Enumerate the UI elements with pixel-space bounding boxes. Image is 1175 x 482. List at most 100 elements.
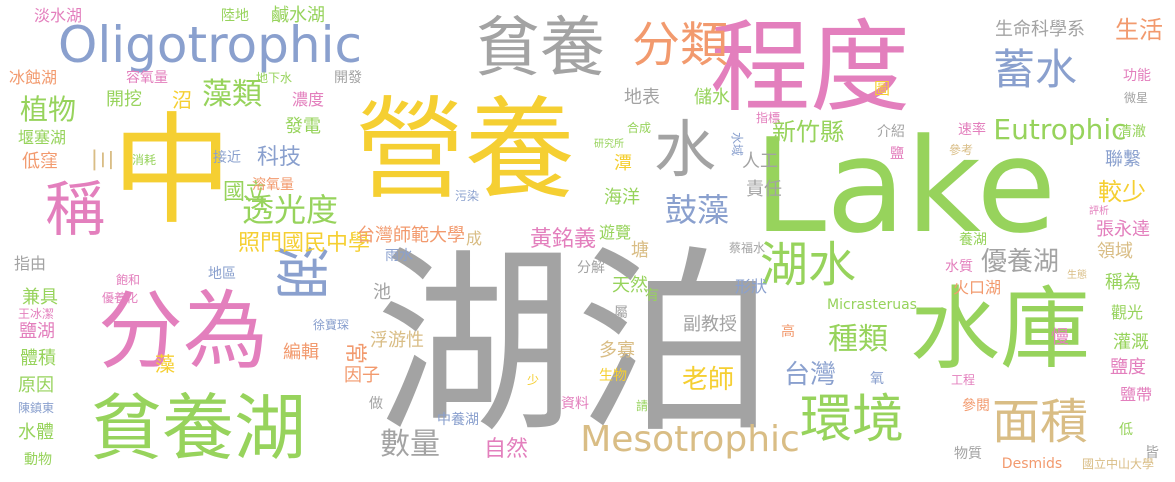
cloud-word: 開發 [334,70,362,86]
cloud-word: 科技 [256,145,302,170]
cloud-word: 功能 [1123,68,1151,84]
cloud-word: 常 [342,341,367,365]
cloud-word: 火口湖 [952,278,1002,297]
cloud-word: 屬 [614,305,628,321]
cloud-word: 黃銘義 [529,227,597,252]
cloud-word: 鹽 [890,146,904,162]
cloud-word: 貧養湖 [89,386,307,470]
cloud-word: 遊覽 [598,223,632,242]
cloud-word: 潭 [614,153,632,174]
cloud-word: 生物 [599,368,627,384]
cloud-word: 資料 [561,396,589,412]
cloud-word: 湖泊 [374,228,776,461]
cloud-word: 程度 [710,9,910,126]
cloud-word: 新竹縣 [772,118,844,146]
cloud-word: Micrasteruas [827,297,917,313]
cloud-word: 地下水 [255,71,293,85]
cloud-word: 溶氧量 [252,177,294,193]
cloud-word: 陳鎮東 [17,401,55,415]
cloud-word: 少 [526,373,540,387]
cloud-word: 營養 [355,86,575,214]
cloud-word: 評析 [1089,206,1109,217]
cloud-word: 堰塞湖 [17,128,67,147]
cloud-word: 做 [369,396,383,412]
cloud-word: 生態 [1067,270,1087,281]
cloud-word: 透光度 [241,191,339,229]
cloud-word: 養湖 [959,232,987,248]
cloud-word: 容氧量 [126,70,168,86]
cloud-word: 低窪 [22,151,58,172]
cloud-word: 稱 [45,175,105,245]
cloud-word: 貧養 [474,10,606,86]
cloud-word: Eutrophic [993,113,1127,146]
cloud-word: 國立 [222,180,268,205]
cloud-word: 數量 [380,427,440,462]
cloud-word: 藻 [155,352,175,376]
cloud-word: 皆 [1145,445,1159,461]
cloud-word: 體積 [20,348,56,369]
cloud-word: 台灣 [783,360,837,390]
cloud-word: 接近 [213,150,241,166]
cloud-word: 消耗 [131,153,157,167]
cloud-word: 微星 [1123,91,1149,105]
cloud-word: 速率 [958,122,986,138]
cloud-word: 有 [645,288,659,304]
cloud-word: 慢 [1051,327,1069,348]
cloud-word: 環境 [799,390,905,450]
cloud-word: 照門國民中學 [237,231,371,256]
cloud-word: 陸地 [221,8,249,24]
cloud-word: 成 [465,229,483,248]
cloud-word: 水庫 [910,277,1090,382]
cloud-word: 鹽度 [1110,357,1146,378]
cloud-word: 副教授 [683,314,737,335]
cloud-word: 鹽湖 [19,321,55,342]
cloud-word: 聯繫 [1105,149,1141,170]
cloud-word: 中 [112,102,232,241]
cloud-word: 鼓藻 [664,191,730,229]
cloud-word: 國立中山大學 [1081,457,1155,471]
cloud-word: 藻類 [202,77,262,112]
cloud-word: 蓄水 [992,45,1078,94]
cloud-word: 水域 [730,131,744,157]
cloud-word: 灌溉 [1113,332,1149,353]
cloud-word: Oligotrophic [58,16,362,74]
cloud-word: 地區 [208,266,236,282]
cloud-word: 湖水 [759,237,857,293]
cloud-word: 人工 [742,151,778,172]
cloud-word: 領域 [1097,241,1133,262]
cloud-word: 多寡 [599,340,635,361]
cloud-word: 因子 [344,365,380,386]
cloud-word: 編輯 [283,342,319,363]
cloud-word: 濃度 [291,90,325,109]
cloud-word: 台灣師範大學 [357,225,465,246]
cloud-word: 分類 [631,17,729,73]
cloud-word: 較少 [1098,178,1146,206]
cloud-word: 指由 [13,254,47,273]
cloud-word: 觀光 [1110,303,1144,322]
cloud-word: 合成 [626,121,652,135]
cloud-word: 水體 [18,422,54,443]
cloud-word: 介紹 [877,124,905,140]
cloud-word: Mesotrophic [580,419,800,460]
cloud-word: 指標 [755,111,781,125]
cloud-word: 物質 [954,446,982,462]
cloud-word: 種類 [828,322,888,357]
cloud-word: 清澈 [1118,124,1146,140]
cloud-word: 形狀 [734,277,768,296]
cloud-word: 生命科學系 [995,19,1085,40]
cloud-word: 沼 [172,88,192,112]
cloud-word: 參閱 [962,398,990,414]
cloud-word: 淡水湖 [33,6,83,25]
cloud-word: 徐寶琛 [312,318,350,332]
cloud-word: 海洋 [604,187,640,208]
cloud-word: 優養湖 [980,247,1060,277]
cloud-word: 池 [373,282,391,303]
cloud-word: 地表 [624,87,660,108]
cloud-word: 塘 [631,240,649,261]
cloud-word: 動物 [24,452,52,468]
cloud-word: 稱為 [1105,272,1141,293]
cloud-word: 分為 [97,282,269,382]
cloud-word: Lake [753,110,1057,262]
cloud-word: 蔡福水 [728,241,766,255]
